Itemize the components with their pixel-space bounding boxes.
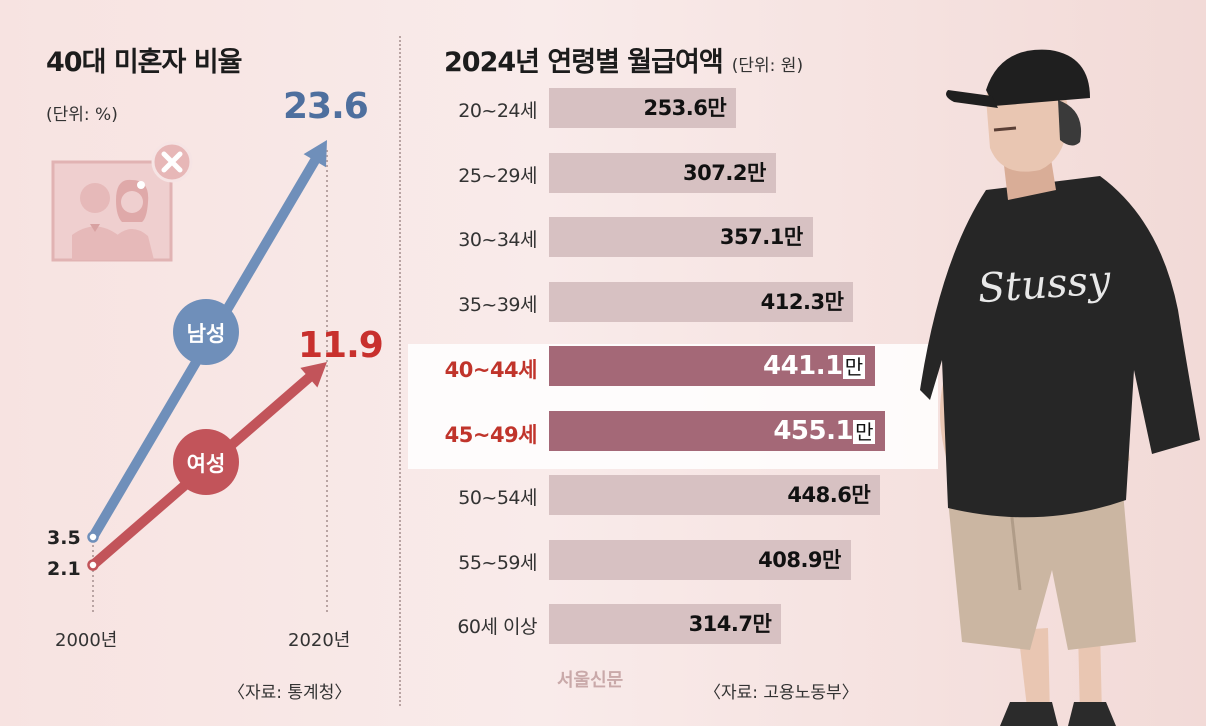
bar-value: 441.1 만 bbox=[763, 346, 865, 386]
bar-value: 357.1만 bbox=[720, 217, 803, 257]
right-chart-unit: (단위: 원) bbox=[731, 56, 804, 76]
left-chart-source: 〈자료: 통계청〉 bbox=[228, 683, 352, 703]
bar-value: 455.1 만 bbox=[773, 411, 875, 451]
left-chart-title: 40대 미혼자 비율 bbox=[46, 47, 242, 78]
bar-category-label: 55~59세 bbox=[458, 551, 537, 574]
bar-value-unit: 만 bbox=[707, 96, 727, 120]
bar-value: 412.3만 bbox=[761, 282, 844, 322]
bar-value-number: 408.9 bbox=[758, 547, 823, 572]
bar-value: 307.2만 bbox=[683, 153, 766, 193]
female-end-value: 11.9 bbox=[298, 325, 384, 366]
bar-category-label: 50~54세 bbox=[458, 487, 537, 509]
bar-value-unit: 만 bbox=[783, 225, 803, 249]
right-chart-source: 〈자료: 고용노동부〉 bbox=[704, 683, 859, 703]
bar-category-label: 60세 이상 bbox=[457, 616, 537, 638]
bar-value-number: 448.6 bbox=[787, 483, 852, 507]
bar-value-unit: 만 bbox=[824, 289, 844, 314]
x-tick-2020: 2020년 bbox=[288, 630, 351, 651]
right-chart-title: 2024년 연령별 월급여액 bbox=[444, 47, 724, 78]
bar-value-unit: 만 bbox=[752, 612, 772, 636]
bar-value-number: 412.3 bbox=[760, 289, 825, 314]
bar-value-unit: 만 bbox=[746, 160, 766, 185]
female-legend-bubble bbox=[173, 429, 239, 495]
bar-category-label: 30~34세 bbox=[458, 229, 537, 251]
bar-category-label: 45~49세 bbox=[444, 422, 538, 447]
chart-divider bbox=[399, 36, 401, 706]
bar-value: 314.7만 bbox=[689, 604, 772, 644]
male-start-value: 3.5 bbox=[47, 527, 81, 549]
male-series-arrowhead bbox=[303, 140, 327, 168]
bar-value-number: 253.6 bbox=[643, 96, 708, 120]
bar-value: 253.6만 bbox=[643, 88, 726, 128]
bar-value-number: 455.1 bbox=[773, 415, 854, 446]
couple-photo-with-x-icon bbox=[51, 141, 193, 262]
bar: 408.9만 bbox=[549, 539, 851, 580]
bar-category-label: 40~44세 bbox=[444, 358, 538, 382]
bar-category-label: 20~24세 bbox=[458, 100, 537, 122]
female-start-value: 2.1 bbox=[47, 558, 81, 580]
right-chart-header: 2024년 연령별 월급여액 (단위: 원) bbox=[444, 40, 803, 79]
bar: 455.1 만 bbox=[549, 410, 885, 451]
bar: 314.7만 bbox=[549, 604, 782, 644]
female-series-arrowhead bbox=[300, 362, 327, 388]
bar-value-number: 441.1 bbox=[763, 351, 843, 381]
bar-category-label: 35~39세 bbox=[458, 293, 537, 316]
bar-category-label: 25~29세 bbox=[458, 164, 537, 187]
watermark: 서울신문 bbox=[557, 670, 624, 691]
bar-value-unit: 만 bbox=[851, 483, 871, 507]
bar-value: 448.6만 bbox=[787, 475, 870, 515]
bar-value-unit: 만 bbox=[822, 547, 841, 572]
bar: 253.6만 bbox=[549, 88, 737, 128]
bar: 448.6만 bbox=[549, 475, 881, 515]
x-tick-2000: 2000년 bbox=[55, 630, 118, 651]
female-start-point bbox=[87, 559, 99, 571]
male-end-value: 23.6 bbox=[283, 86, 369, 127]
bar-value-unit: 만 bbox=[853, 419, 875, 444]
line-chart bbox=[87, 140, 328, 615]
bar: 441.1 만 bbox=[549, 346, 875, 386]
male-legend-bubble bbox=[173, 299, 239, 365]
male-legend-label: 남성 bbox=[186, 322, 226, 346]
bar: 357.1만 bbox=[549, 217, 813, 257]
shirt-logo: Stussy bbox=[976, 257, 1113, 312]
bar: 412.3만 bbox=[549, 281, 854, 322]
male-start-point bbox=[87, 531, 99, 543]
bar-value-number: 314.7 bbox=[688, 612, 753, 636]
bar-value-number: 307.2 bbox=[683, 160, 747, 185]
bar-value-unit: 만 bbox=[842, 355, 865, 379]
female-legend-label: 여성 bbox=[186, 452, 226, 476]
bar: 307.2만 bbox=[549, 152, 776, 193]
left-chart-unit: (단위: %) bbox=[46, 105, 118, 125]
bar-value: 408.9만 bbox=[758, 540, 841, 580]
bar-value-number: 357.1 bbox=[719, 225, 784, 249]
man-illustration: Stussy bbox=[920, 49, 1200, 726]
